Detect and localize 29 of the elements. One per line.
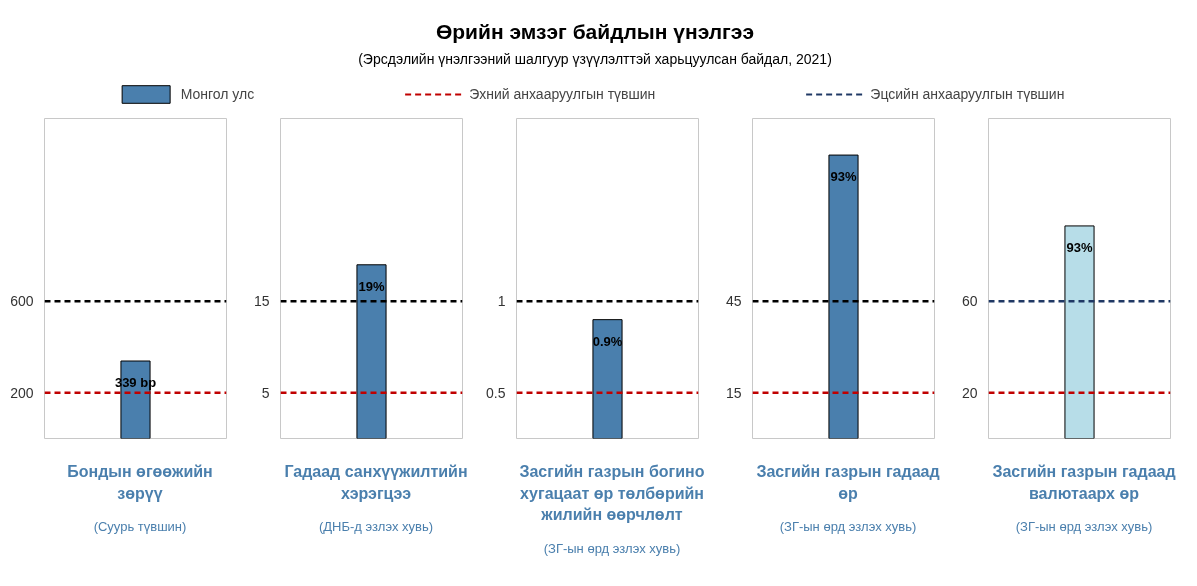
text: 93% — [830, 169, 857, 185]
legend-label: Эхний анхааруулгын түвшин — [469, 86, 656, 102]
y-tick-label: 15 — [725, 384, 742, 401]
x-axis-title: Засгийн газрын богино хугацаат өр төлбөрийн жилийн өөрчлөлт — [518, 462, 706, 526]
text: (ЗГ-ын өрд эзлэх хувь) — [779, 518, 917, 537]
text: (ЗГ-ын өрд эзлэх хувь) — [1015, 518, 1153, 537]
y-tick-label: 200 — [10, 384, 34, 401]
text: 19% — [358, 278, 385, 294]
y-tick-label: 0.5 — [486, 384, 506, 401]
y-tick-label: 60 — [961, 293, 978, 310]
text: (Эрсдэлийн үнэлгээний шалгуур үзүүлэлттэй харьцуулсан байдал, 2021) — [358, 50, 832, 69]
text: (ДНБ-д эзлэх хувь) — [318, 518, 434, 537]
text: Эцсийн анхааруулгын түвшин — [870, 86, 1065, 102]
legend-label: Монгол улс — [180, 86, 255, 102]
y-tick-label: 20 — [961, 384, 978, 401]
y-tick-label: 600 — [10, 293, 34, 310]
x-axis-title: Засгийн газрын гадаад өр — [755, 462, 941, 504]
x-axis-title: Бондын өгөөжийн зөрүү — [66, 462, 214, 504]
text: 0.9% — [592, 333, 623, 349]
y-tick-label: 5 — [261, 384, 270, 401]
y-tick-label: 15 — [253, 293, 270, 310]
text: 93% — [1066, 239, 1093, 255]
text: Өрийн эмзэг байдлын үнэлгээ — [435, 19, 755, 45]
text: (ЗГ-ын өрд эзлэх хувь) — [543, 539, 681, 558]
y-tick-label: 1 — [497, 293, 506, 310]
x-axis-title: Гадаад санхүүжилтийн хэрэгцээ — [283, 462, 469, 504]
x-axis-title: Засгийн газрын гадаад валютаарх өр — [991, 462, 1177, 504]
y-tick-label: 45 — [725, 293, 742, 310]
text: (Суурь түвшин) — [93, 518, 187, 537]
